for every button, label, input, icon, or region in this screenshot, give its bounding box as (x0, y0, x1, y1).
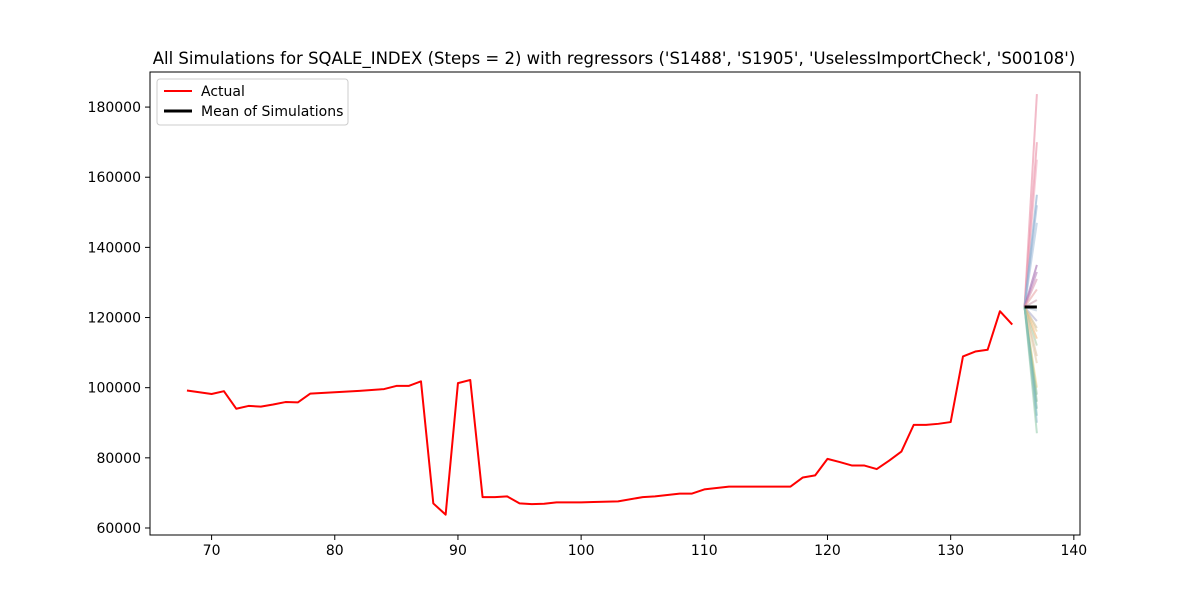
y-tick-label: 160000 (88, 170, 141, 186)
simulation-line (1023, 306, 1038, 434)
legend-box (156, 78, 349, 126)
simulation-line (1023, 278, 1038, 308)
y-tick-label: 120000 (88, 311, 141, 327)
x-tick-label: 100 (568, 543, 595, 559)
legend: Actual Mean of Simulations (156, 78, 349, 126)
simulation-line (1023, 222, 1038, 308)
legend-label-mean: Mean of Simulations (201, 104, 343, 120)
y-tick-label: 180000 (88, 100, 141, 116)
x-tick-label: 120 (814, 543, 841, 559)
legend-label-actual: Actual (201, 84, 245, 100)
chart-title: All Simulations for SQALE_INDEX (Steps =… (153, 49, 1076, 69)
x-tick-label: 90 (449, 543, 467, 559)
y-tick-label: 140000 (88, 240, 141, 256)
y-tick-label: 100000 (88, 381, 141, 397)
simulation-line (1023, 288, 1038, 308)
y-tick-label: 80000 (96, 451, 141, 467)
x-tick-label: 110 (691, 543, 718, 559)
series-actual-line (186, 310, 1013, 516)
x-tick-label: 80 (326, 543, 344, 559)
y-tick-label: 60000 (96, 521, 141, 537)
x-tick-label: 130 (937, 543, 964, 559)
plot-frame (149, 71, 1081, 536)
x-tick-label: 140 (1060, 543, 1087, 559)
x-tick-label: 70 (203, 543, 221, 559)
